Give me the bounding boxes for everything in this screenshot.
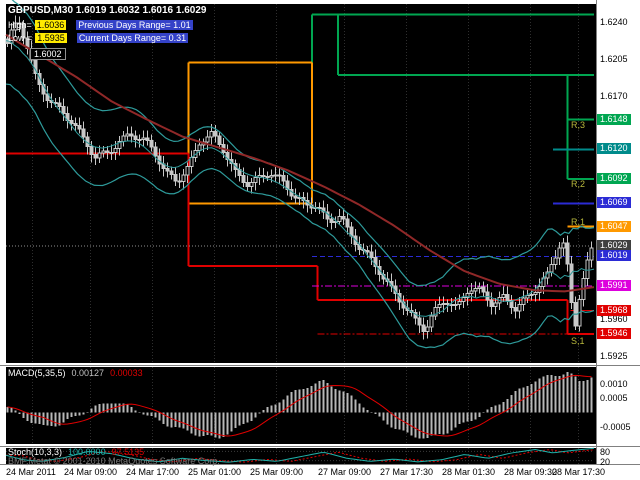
price-tag: 1.6047 (597, 220, 631, 232)
stoch-panel[interactable] (6, 448, 596, 464)
stoch-scale-label: 20 (600, 456, 611, 467)
price-scale-label: 1.5925 (600, 351, 628, 362)
price-tag: 1.6120 (597, 143, 631, 155)
curr-days-range-badge: Current Days Range= 0.31 (76, 33, 189, 43)
time-scale[interactable]: 24 Mar 2011 24 Mar 09:00 24 Mar 17:00 25 Ma… (0, 466, 640, 480)
pivot-label: R,3 (571, 119, 586, 130)
pivot-label: R,1 (571, 217, 586, 228)
price-scale[interactable]: 1.6240 1.6205 1.6170 1.5960 1.5925 1.6148 1.61… (597, 0, 640, 467)
stoch-name: Stoch(10,3,3) (8, 447, 63, 457)
platform-watermark: BMF,Metat © 2001-2010 MetaQuotes Softwar… (8, 456, 220, 466)
price-tag: 1.5946 (597, 327, 631, 339)
symbol-ohlc-readout: GBPUSD,M30 1.6019 1.6032 1.6016 1.6029 (8, 5, 207, 16)
price-scale-label: 1.6170 (600, 91, 628, 102)
day-high-label: High= (8, 20, 32, 30)
macd-name: MACD(5,35,5) (8, 368, 66, 378)
time-label: 28 Mar 17:30 (552, 467, 606, 477)
price-scale-label: 1.6205 (600, 54, 628, 65)
macd-signal-value: 0.00033 (110, 368, 143, 378)
macd-scale-label: 0.0005 (600, 393, 628, 404)
time-label: 24 Mar 09:00 (64, 467, 118, 477)
macd-scale-label: 0.0010 (600, 379, 628, 390)
time-label: 27 Mar 09:00 (318, 467, 372, 477)
price-tag: 1.5968 (597, 304, 631, 316)
prev-days-range-badge: Previous Days Range= 1.01 (76, 20, 193, 30)
day-low-label: Low = (8, 33, 33, 43)
price-tag: 1.6092 (597, 172, 631, 184)
time-label: 28 Mar 01:30 (442, 467, 496, 477)
macd-scale-label: -0.0005 (600, 421, 631, 432)
price-tag: 1.5991 (597, 280, 631, 292)
pivot-label: S,1 (571, 336, 585, 347)
stoch-indicator-label: Stoch(10,3,3) 100.0000 97.5135 (8, 447, 150, 457)
time-label: 24 Mar 2011 (6, 467, 56, 477)
price-scale-label: 1.5960 (600, 313, 628, 324)
stoch-main-value: 100.0000 (68, 447, 106, 457)
stoch-signal-value: 97.5135 (111, 447, 145, 457)
macd-main-value: 0.00127 (71, 368, 105, 378)
price-tag: 1.6069 (597, 197, 631, 209)
trendline-price-label: 1.6002 (30, 48, 66, 60)
time-label: 25 Mar 01:00 (188, 467, 242, 477)
time-label: 24 Mar 17:00 (126, 467, 180, 477)
price-tag: 1.6148 (597, 113, 631, 125)
chart-info-overlay: GBPUSD,M30 1.6019 1.6032 1.6016 1.6029 H… (8, 5, 206, 60)
time-label: 25 Mar 09:00 (250, 467, 304, 477)
price-tag: 1.6019 (597, 250, 631, 262)
macd-indicator-label: MACD(5,35,5) 0.00127 0.00033 (8, 368, 149, 378)
pivot-label: R,2 (571, 179, 586, 190)
stoch-scale-label: 80 (600, 447, 611, 458)
time-label: 27 Mar 17:30 (380, 467, 434, 477)
price-tag: 1.6029 (597, 239, 631, 251)
day-low-value: 1.5935 (35, 33, 67, 43)
time-label: 28 Mar 09:30 (504, 467, 558, 477)
day-high-value: 1.6036 (34, 20, 67, 30)
price-scale-label: 1.6240 (600, 17, 628, 28)
